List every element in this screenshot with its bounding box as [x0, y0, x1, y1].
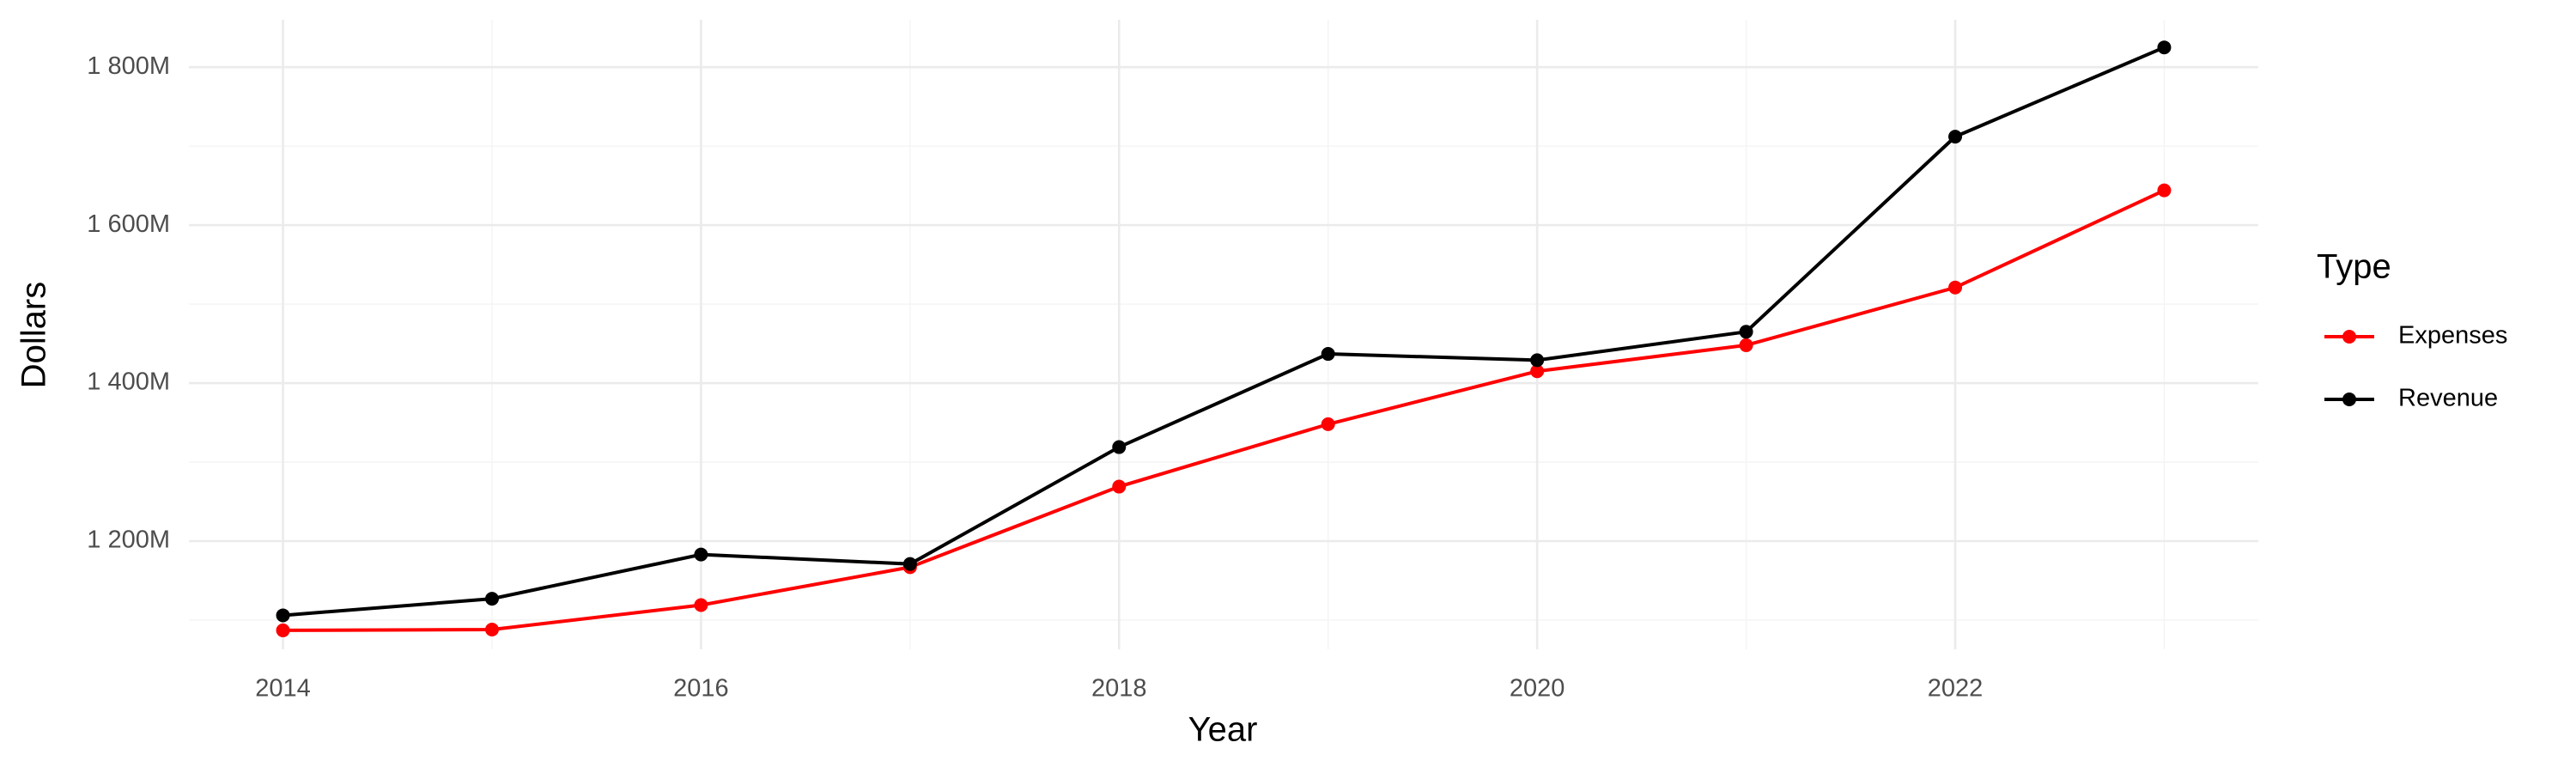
data-point [1948, 280, 1963, 295]
legend-label: Revenue [2398, 385, 2498, 412]
data-point [1739, 325, 1753, 339]
data-point [694, 598, 708, 612]
data-point [1530, 353, 1545, 368]
y-tick-label: 1 800M [87, 52, 170, 80]
x-tick-label: 2014 [255, 675, 311, 703]
data-point [484, 623, 499, 637]
data-point [1112, 440, 1127, 454]
data-point [1739, 338, 1753, 352]
data-point [1112, 479, 1127, 494]
y-axis-title: Dollars [15, 282, 53, 388]
legend-title: Type [2317, 248, 2391, 286]
series-line [283, 188, 2166, 632]
data-point [694, 547, 708, 562]
x-tick-label: 2018 [1091, 675, 1147, 703]
x-tick-label: 2020 [1510, 675, 1565, 703]
data-point [1321, 417, 1335, 431]
data-point [484, 592, 499, 606]
data-point [902, 557, 917, 571]
legend-key-point [2342, 393, 2356, 406]
y-tick-label: 1 600M [87, 210, 170, 238]
x-axis-title: Year [1188, 711, 1258, 749]
data-point [1321, 347, 1335, 362]
legend-label: Expenses [2398, 322, 2507, 350]
series-line [283, 46, 2166, 618]
data-point [1948, 130, 1963, 144]
data-point [2157, 40, 2172, 55]
data-point [2157, 183, 2172, 198]
legend-key-point [2342, 330, 2356, 344]
x-tick-label: 2022 [1928, 675, 1984, 703]
x-tick-label: 2016 [673, 675, 729, 703]
y-tick-label: 1 200M [87, 526, 170, 554]
data-point [1530, 364, 1545, 379]
data-point [276, 608, 290, 623]
data-point [276, 623, 290, 637]
y-tick-label: 1 400M [87, 368, 170, 396]
